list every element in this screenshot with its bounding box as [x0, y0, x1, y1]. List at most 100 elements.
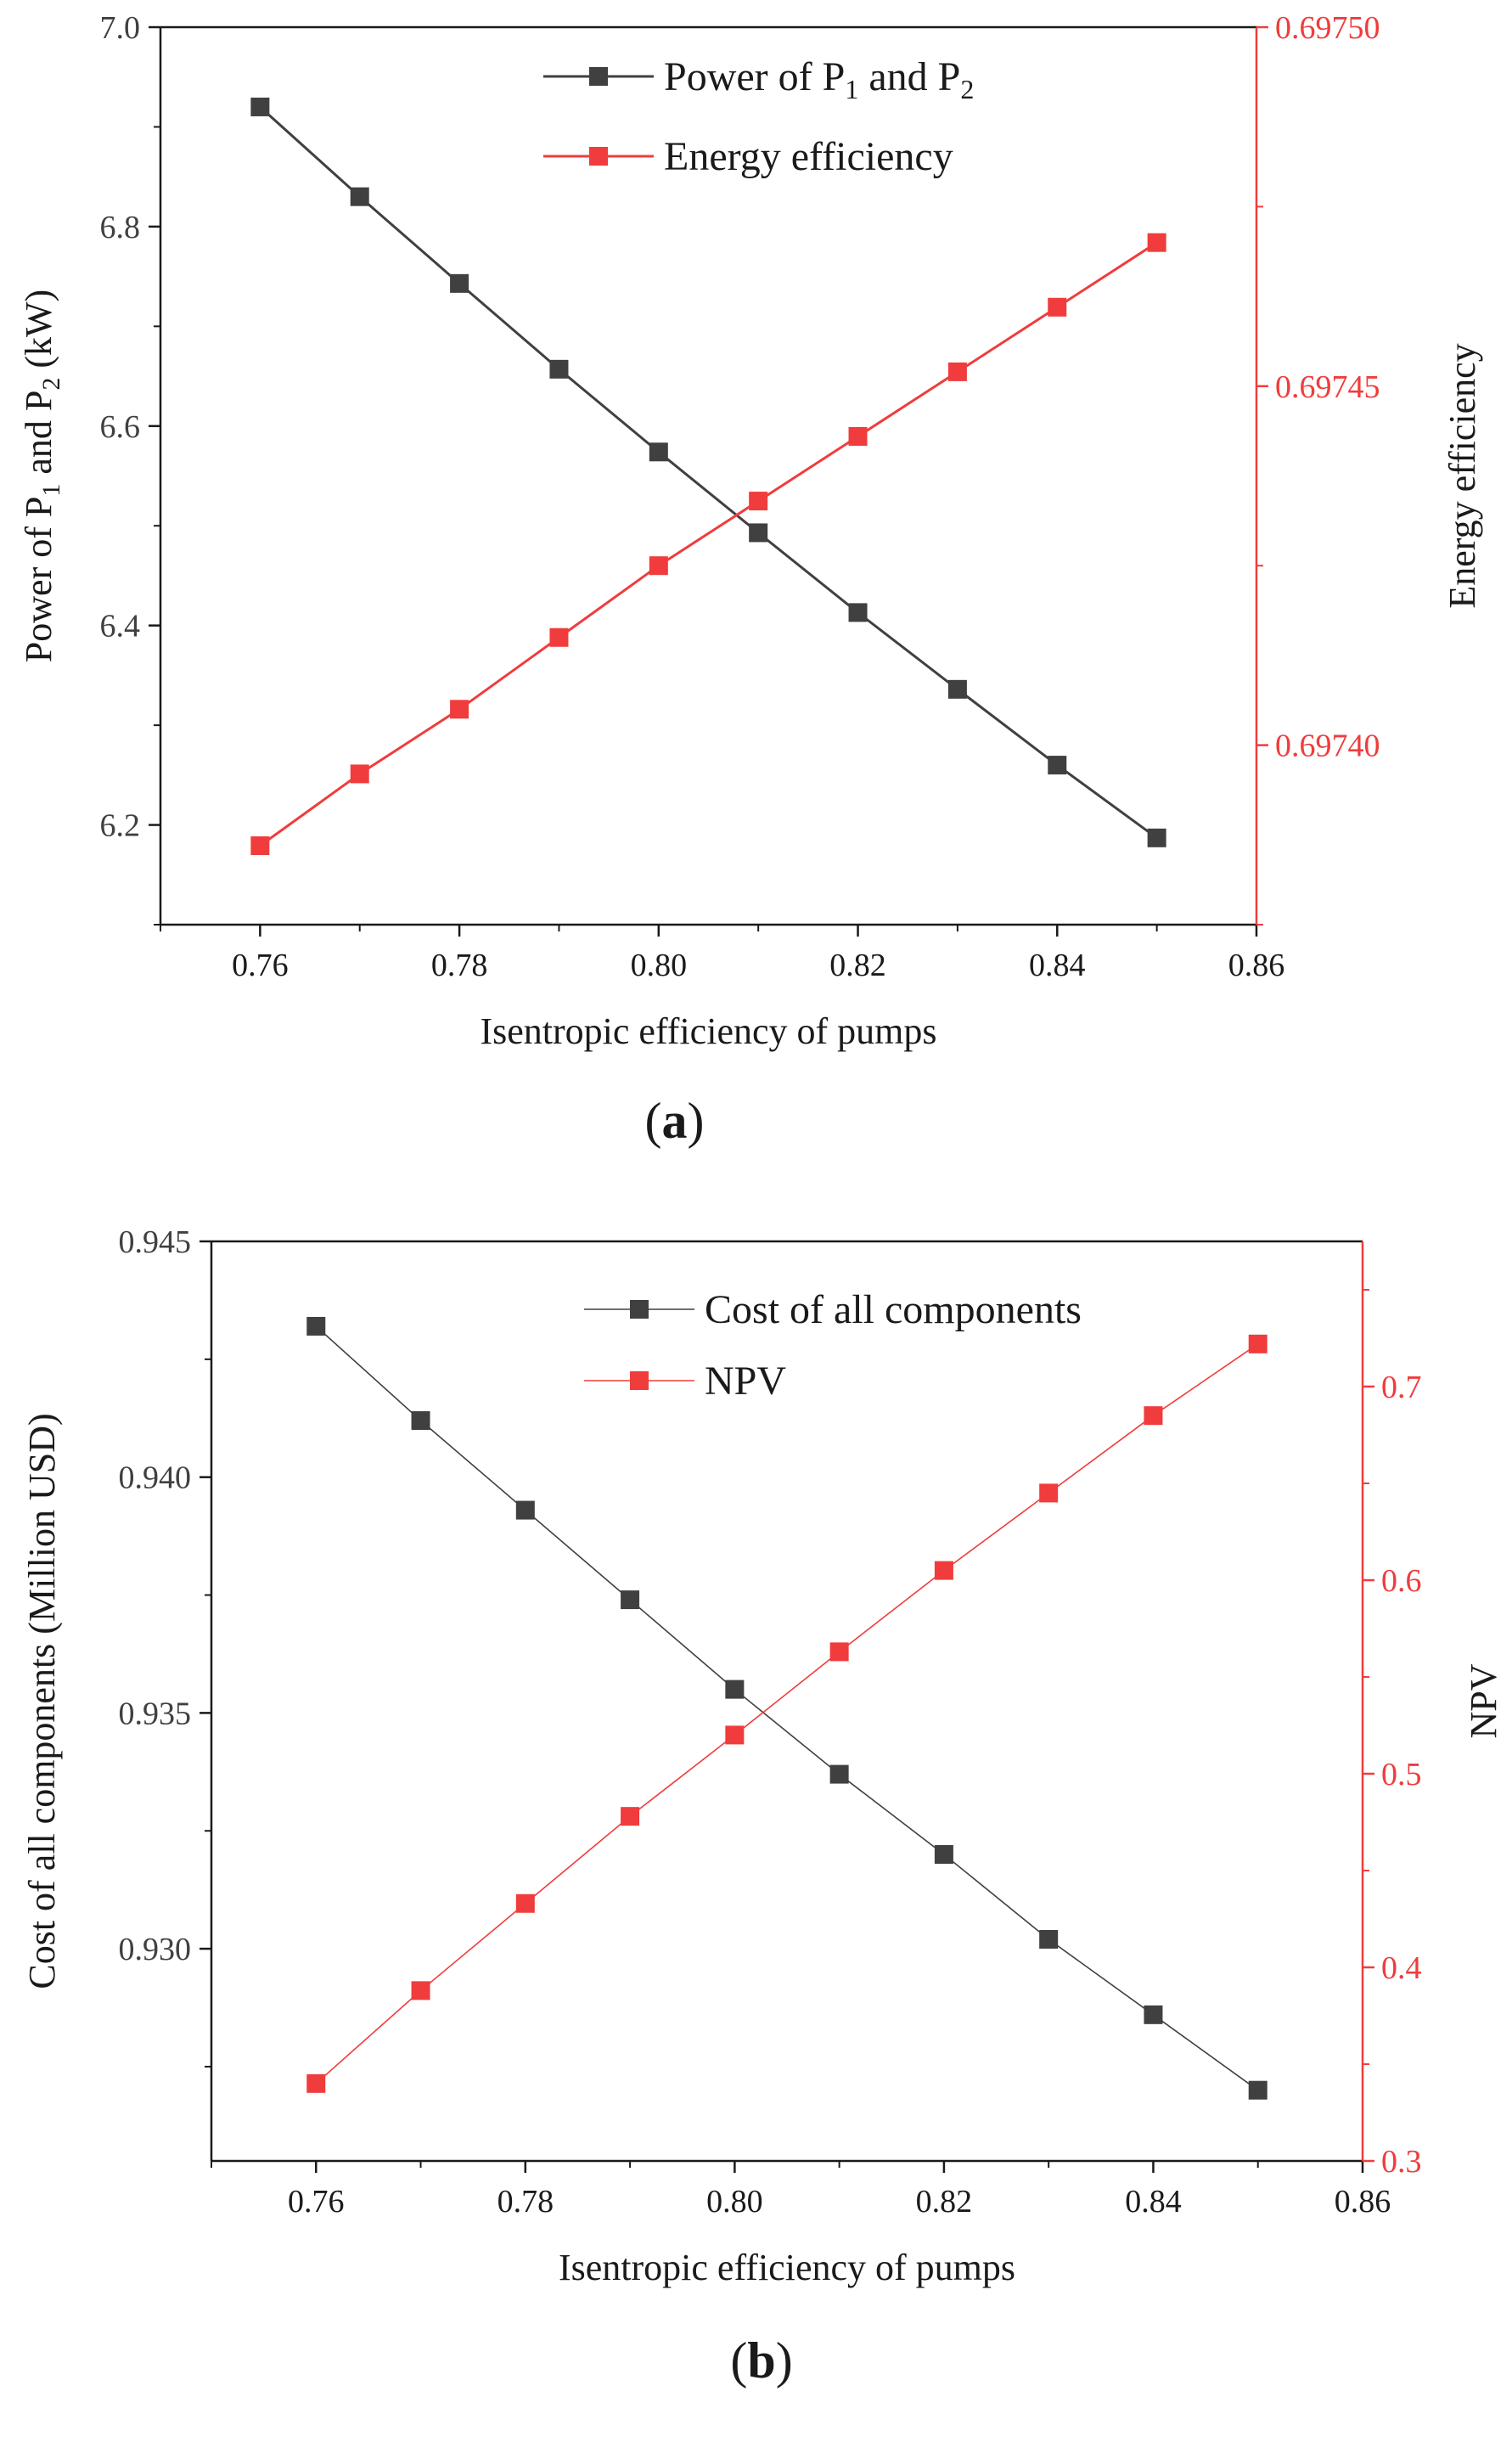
data-point: [725, 1680, 745, 1699]
legend-marker: [589, 67, 608, 86]
legend-marker: [630, 1371, 649, 1390]
y-tick-label: 6.8: [100, 210, 141, 245]
data-point: [1039, 1929, 1059, 1949]
data-point: [306, 1316, 326, 1336]
y2-axis-title: NPV: [1463, 1663, 1504, 1738]
y2-tick-label: 0.69745: [1275, 369, 1380, 405]
label-part: and P: [858, 54, 960, 99]
legend-label: Energy efficiency: [664, 134, 953, 179]
legend-label: NPV: [705, 1359, 786, 1404]
y-tick-label: 6.2: [100, 808, 141, 844]
y-tick-label: 0.935: [119, 1696, 192, 1731]
data-point: [411, 1981, 430, 2000]
series-line-0: [259, 105, 1158, 840]
data-point: [1039, 1483, 1059, 1503]
data-point: [450, 273, 469, 293]
data-point: [450, 700, 469, 719]
data-point: [725, 1725, 745, 1745]
y-axis-title: Cost of all components (Million USD): [21, 1413, 63, 1989]
y-tick-label: 0.940: [119, 1460, 192, 1496]
y-tick-label: 0.930: [119, 1932, 192, 1967]
series-line-1: [315, 1343, 1259, 2085]
data-point: [1248, 1334, 1267, 1353]
data-point: [749, 523, 768, 543]
y-tick-label: 0.945: [119, 1224, 192, 1260]
label-part: 1: [37, 484, 65, 497]
y2-axis-title: Energy efficiency: [1442, 343, 1483, 608]
data-point: [306, 2073, 326, 2093]
panel-letter: a: [662, 1093, 688, 1149]
data-point: [1048, 297, 1067, 317]
y-axis-title: Power of P1 and P2 (kW): [18, 290, 65, 662]
y2-tick-label: 0.3: [1381, 2144, 1422, 2180]
data-point: [549, 627, 569, 647]
label-part: and P: [18, 391, 59, 484]
chart-panel-b: 0.76 0.78 0.80 0.82 0.84 0.86 0.930 0.935 0.940 0…: [21, 1224, 1504, 2389]
legend-marker: [630, 1300, 649, 1319]
panel-paren-close: ): [776, 2332, 793, 2389]
data-point: [250, 97, 270, 116]
y2-tick-label: 0.69740: [1275, 729, 1380, 764]
y2-tick-label: 0.6: [1381, 1563, 1422, 1599]
chart-panel-a: 0.76 0.78 0.80 0.82 0.84 0.86 6.2 6.4 6.6 6.8 7.0 0…: [18, 10, 1483, 1149]
data-point: [1147, 233, 1166, 252]
x-tick-label: 0.86: [1228, 948, 1285, 983]
x-tick-label: 0.76: [288, 2184, 345, 2220]
x-tick-label: 0.80: [706, 2184, 763, 2220]
x-tick-label: 0.84: [1029, 948, 1086, 983]
data-point: [621, 1590, 640, 1610]
y-tick-label: 6.6: [100, 409, 141, 445]
label-part: 2: [37, 378, 65, 391]
data-point: [350, 187, 369, 206]
data-point: [250, 836, 270, 855]
data-point: [934, 1845, 953, 1864]
label-part: Power of P: [18, 497, 59, 663]
data-point: [649, 442, 668, 462]
panel-paren-open: (: [645, 1093, 662, 1149]
x-tick-label: 0.82: [829, 948, 886, 983]
x-axis-title: Isentropic efficiency of pumps: [559, 2247, 1015, 2288]
y2-tick-label: 0.69750: [1275, 10, 1380, 46]
y-tick-label: 6.4: [100, 609, 141, 644]
x-tick-label: 0.82: [916, 2184, 973, 2220]
data-point: [1248, 2080, 1267, 2100]
data-point: [411, 1411, 430, 1431]
y2-tick-label: 0.5: [1381, 1757, 1422, 1792]
data-point: [515, 1500, 535, 1520]
label-part: (kW): [18, 290, 59, 378]
data-point: [549, 359, 569, 379]
label-part: 2: [960, 74, 974, 104]
x-axis-title: Isentropic efficiency of pumps: [480, 1010, 936, 1052]
y-tick-label: 7.0: [100, 10, 141, 46]
data-point: [1048, 756, 1067, 775]
legend: Cost of all components NPV: [584, 1287, 1082, 1404]
x-tick-label: 0.76: [232, 948, 289, 983]
label-part: 1: [845, 74, 858, 104]
panel-label: (b): [730, 2332, 792, 2389]
x-tick-label: 0.80: [631, 948, 688, 983]
panel-letter: b: [747, 2332, 775, 2389]
data-point: [1147, 828, 1166, 847]
x-tick-label: 0.84: [1125, 2184, 1182, 2220]
data-point: [934, 1561, 953, 1580]
data-point: [1144, 1406, 1163, 1426]
panel-label: (a): [645, 1093, 705, 1149]
label-part: Power of P: [664, 54, 845, 99]
panel-paren-open: (: [730, 2332, 747, 2389]
data-point: [848, 426, 868, 446]
data-point: [1144, 2005, 1163, 2024]
data-point: [829, 1764, 849, 1784]
legend-label: Cost of all components: [705, 1287, 1082, 1332]
x-tick-label: 0.78: [497, 2184, 554, 2220]
x-tick-label: 0.86: [1335, 2184, 1391, 2220]
data-point: [749, 492, 768, 511]
data-point: [515, 1893, 535, 1913]
data-point: [829, 1642, 849, 1662]
legend-label: Power of P1 and P2: [664, 54, 974, 104]
data-point: [848, 603, 868, 622]
data-point: [621, 1807, 640, 1826]
y2-tick-label: 0.4: [1381, 1950, 1422, 1986]
panel-paren-close: ): [688, 1093, 705, 1149]
